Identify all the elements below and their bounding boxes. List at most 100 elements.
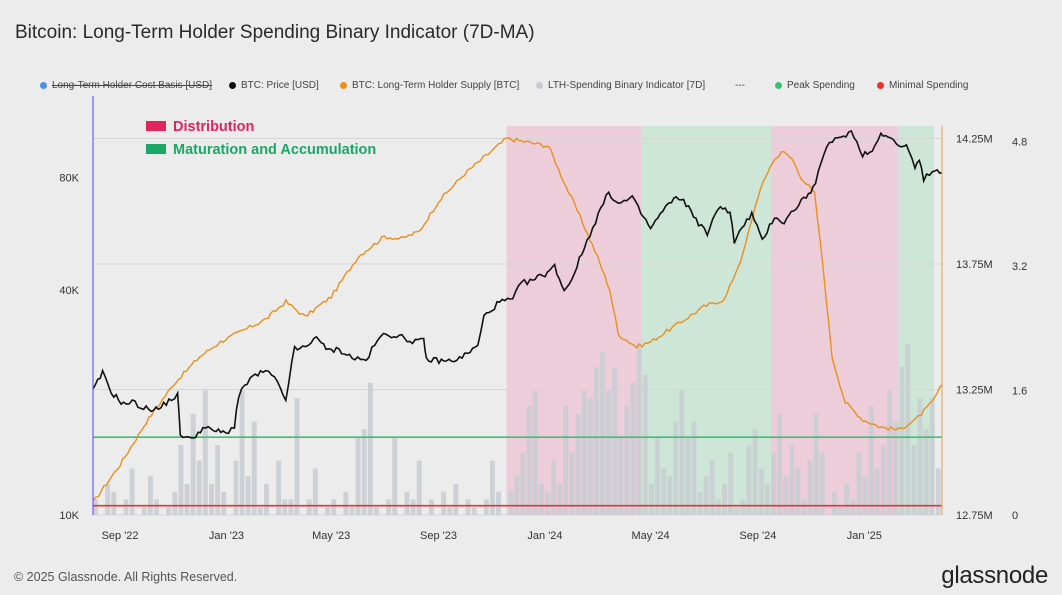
- indicator-bar: [355, 437, 361, 515]
- indicator-bar: [294, 398, 300, 515]
- indicator-bar: [93, 499, 98, 515]
- indicator-bar: [923, 429, 929, 515]
- indicator-bar: [734, 507, 740, 515]
- indicator-bar: [532, 390, 538, 515]
- y-right-supply-tick-label: 13.25M: [956, 385, 993, 397]
- brand-logo: glassnode: [941, 562, 1048, 589]
- indicator-bar: [685, 437, 691, 515]
- legend-separator-text: ---: [735, 80, 745, 91]
- legend-separator: ---: [735, 80, 745, 91]
- indicator-bar: [740, 499, 746, 515]
- indicator-bar: [202, 390, 208, 515]
- indicator-bar: [606, 390, 611, 515]
- indicator-bar: [679, 390, 685, 515]
- x-tick-label: Sep '24: [739, 530, 776, 542]
- legend-item-btc-price[interactable]: BTC: Price [USD]: [229, 80, 319, 91]
- indicator-bar: [544, 491, 550, 515]
- y-left-tick-label: 80K: [59, 173, 79, 185]
- indicator-bar: [239, 390, 245, 515]
- indicator-bar: [795, 468, 801, 515]
- copyright-text: © 2025 Glassnode. All Rights Reserved.: [14, 570, 238, 584]
- x-tick-label: Jan '23: [209, 530, 244, 542]
- indicator-bar: [697, 491, 703, 515]
- indicator-bar: [819, 452, 825, 515]
- lth-supply-line: [92, 137, 943, 502]
- indicator-bar: [154, 499, 159, 515]
- indicator-bar: [624, 406, 630, 515]
- indicator-bar: [728, 452, 734, 515]
- indicator-bar: [813, 413, 819, 515]
- indicator-bar: [343, 491, 349, 515]
- axes-layer: 10K 40K 80K 12.75M 13.25M 13.75M 14.25M 0 1.6 3.2…: [59, 96, 1027, 542]
- indicator-bar: [844, 483, 850, 515]
- reference-lines: [93, 436, 942, 507]
- indicator-bar: [471, 507, 477, 515]
- btc-price-line: [92, 129, 943, 439]
- legend-item-lth-supply[interactable]: BTC: Long-Term Holder Supply [BTC]: [340, 80, 519, 91]
- chart-canvas: 10K 40K 80K 12.75M 13.25M 13.75M 14.25M 0 1.6 3.2…: [59, 96, 1027, 542]
- indicator-bar: [917, 398, 923, 515]
- indicator-bar: [428, 499, 434, 515]
- indicator-bar: [508, 491, 514, 515]
- indicator-bar: [184, 483, 190, 515]
- indicator-bar: [929, 398, 935, 515]
- indicator-bar: [642, 374, 648, 515]
- indicator-bar: [526, 406, 532, 515]
- indicator-bar: [673, 421, 679, 515]
- indicator-bar: [764, 483, 770, 515]
- indicator-bar: [862, 476, 868, 515]
- annotation-swatch: [146, 144, 166, 154]
- indicator-bar: [447, 507, 453, 515]
- legend-label: BTC: Long-Term Holder Supply [BTC]: [352, 80, 520, 91]
- indicator-bar: [783, 476, 789, 515]
- y-right-supply-tick-label: 13.75M: [956, 259, 993, 271]
- indicator-bar: [777, 413, 782, 515]
- legend-marker: [340, 82, 347, 89]
- indicator-bar: [221, 491, 227, 515]
- legend-item-minimal-spending[interactable]: Minimal Spending: [877, 80, 969, 91]
- indicator-bar: [874, 468, 880, 515]
- indicator-bar: [935, 468, 941, 515]
- x-tick-label: Sep '23: [420, 530, 457, 542]
- legend-item-binary-indicator[interactable]: LTH-Spending Binary Indicator [7D]: [536, 80, 705, 91]
- y-right-supply-tick-label: 14.25M: [956, 134, 993, 146]
- legend-label: Peak Spending: [787, 80, 855, 91]
- legend-item-peak-spending[interactable]: Peak Spending: [775, 80, 855, 91]
- legend-label: LTH-Spending Binary Indicator [7D]: [548, 80, 706, 91]
- indicator-bar: [899, 367, 905, 515]
- indicator-bar: [648, 483, 654, 515]
- indicator-bar: [905, 343, 911, 515]
- annotation-swatch: [146, 121, 166, 131]
- indicator-bar: [911, 444, 917, 515]
- indicator-bar: [209, 483, 214, 515]
- indicator-bar: [599, 351, 605, 515]
- indicator-bar: [129, 468, 135, 515]
- legend-item-lth-cost-basis[interactable]: Long-Term Holder Cost Basis [USD]: [40, 80, 212, 91]
- indicator-bar: [233, 460, 239, 515]
- legend-marker: [877, 82, 884, 89]
- legend-label: BTC: Price [USD]: [241, 80, 319, 91]
- indicator-bar: [654, 437, 660, 515]
- indicator-bar: [770, 452, 776, 515]
- indicator-bar: [538, 483, 544, 515]
- y-right-supply-tick-label: 12.75M: [956, 510, 993, 522]
- legend-marker: [40, 82, 47, 89]
- indicator-bar: [257, 507, 263, 515]
- indicator-bar: [147, 476, 153, 515]
- binary-indicator-bars: [93, 343, 941, 515]
- indicator-bar: [392, 437, 398, 515]
- x-tick-label: Jan '25: [847, 530, 882, 542]
- indicator-bar: [331, 499, 337, 515]
- indicator-bar: [441, 491, 447, 515]
- indicator-bar: [703, 476, 709, 515]
- indicator-bar: [245, 476, 251, 515]
- x-tick-label: Sep '22: [102, 530, 139, 542]
- indicator-bar: [807, 460, 813, 515]
- indicator-bar: [581, 390, 587, 515]
- indicator-bar: [264, 483, 269, 515]
- indicator-bar: [758, 468, 764, 515]
- indicator-bar: [367, 382, 373, 515]
- x-tick-label: May '23: [312, 530, 350, 542]
- indicator-bar: [496, 491, 502, 515]
- indicator-bar: [630, 382, 636, 515]
